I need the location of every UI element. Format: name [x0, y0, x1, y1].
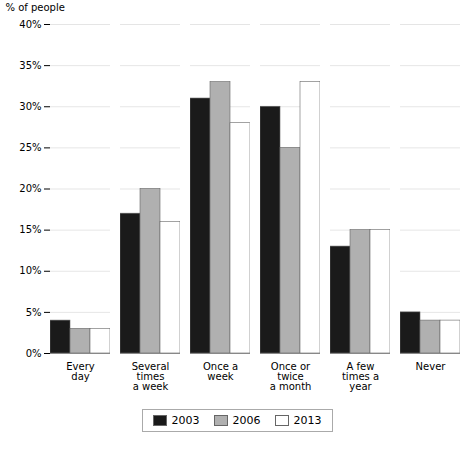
svg-text:25%: 25% [19, 142, 41, 153]
svg-text:Severaltimesa week: Severaltimesa week [132, 361, 170, 392]
svg-text:10%: 10% [19, 265, 41, 276]
html-text:2013: 2013 [293, 414, 322, 427]
svg-text:0%: 0% [26, 348, 42, 359]
svg-text:40%: 40% [19, 19, 41, 30]
html-text:2006: 2006 [232, 414, 261, 427]
svg-text:Once ortwicea month: Once ortwicea month [270, 361, 312, 392]
svg-text:Never: Never [416, 361, 447, 372]
svg-text:Once aweek: Once aweek [203, 361, 238, 382]
svg-text:Everyday: Everyday [66, 361, 95, 382]
html-text:2003: 2003 [171, 414, 200, 427]
svg-text:20%: 20% [19, 183, 41, 194]
svg-text:35%: 35% [19, 60, 41, 71]
svg-text:% of people: % of people [6, 2, 65, 13]
svg-text:15%: 15% [19, 224, 41, 235]
svg-text:A fewtimes ayear: A fewtimes ayear [342, 361, 379, 392]
svg-text:30%: 30% [19, 101, 41, 112]
svg-text:5%: 5% [26, 307, 42, 318]
